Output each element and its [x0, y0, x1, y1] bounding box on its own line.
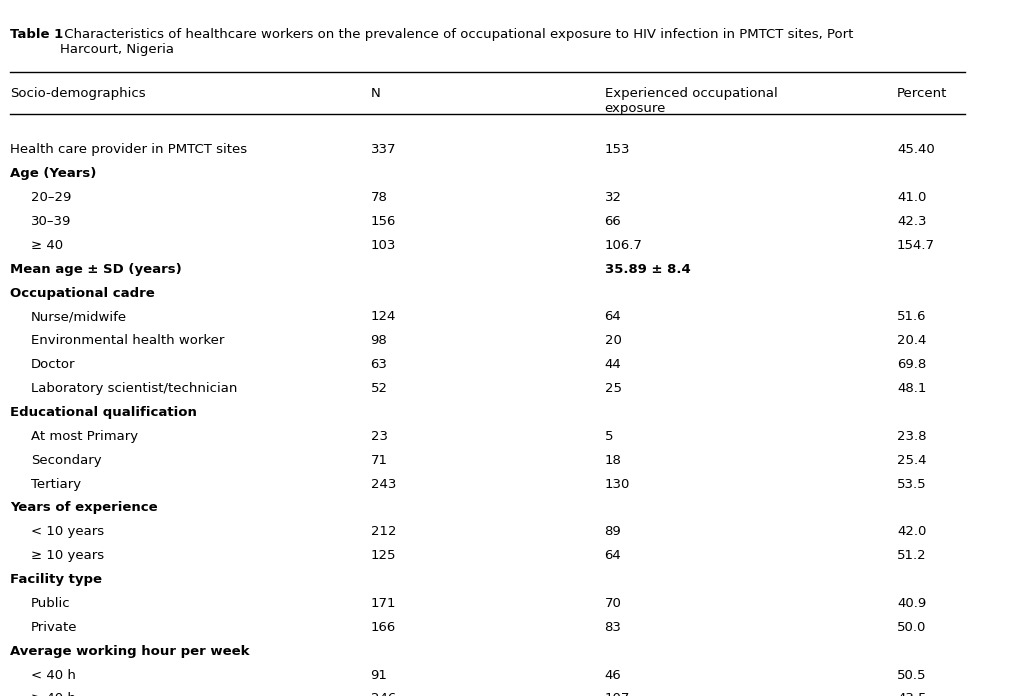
Text: At most Primary: At most Primary: [31, 430, 138, 443]
Text: Environmental health worker: Environmental health worker: [31, 334, 224, 347]
Text: 51.2: 51.2: [897, 549, 927, 562]
Text: Percent: Percent: [897, 87, 947, 100]
Text: Socio-demographics: Socio-demographics: [10, 87, 145, 100]
Text: 23: 23: [371, 430, 387, 443]
Text: 41.0: 41.0: [897, 191, 927, 204]
Text: Doctor: Doctor: [31, 358, 76, 371]
Text: 25.4: 25.4: [897, 454, 927, 466]
Text: 89: 89: [604, 525, 622, 538]
Text: 20–29: 20–29: [31, 191, 72, 204]
Text: 64: 64: [604, 549, 622, 562]
Text: 23.8: 23.8: [897, 430, 927, 443]
Text: Mean age ± SD (years): Mean age ± SD (years): [10, 262, 181, 276]
Text: Experienced occupational
exposure: Experienced occupational exposure: [604, 87, 777, 115]
Text: 103: 103: [371, 239, 396, 252]
Text: 154.7: 154.7: [897, 239, 935, 252]
Text: 48.1: 48.1: [897, 382, 927, 395]
Text: 42.3: 42.3: [897, 215, 927, 228]
Text: 50.5: 50.5: [897, 669, 927, 681]
Text: 35.89 ± 8.4: 35.89 ± 8.4: [604, 262, 690, 276]
Text: 18: 18: [604, 454, 622, 466]
Text: 51.6: 51.6: [897, 310, 927, 324]
Text: N: N: [371, 87, 380, 100]
Text: 25: 25: [604, 382, 622, 395]
Text: 153: 153: [604, 143, 630, 157]
Text: ≥ 40: ≥ 40: [31, 239, 63, 252]
Text: 83: 83: [604, 621, 622, 634]
Text: 20.4: 20.4: [897, 334, 927, 347]
Text: Table 1: Table 1: [10, 29, 63, 41]
Text: 166: 166: [371, 621, 395, 634]
Text: 66: 66: [604, 215, 622, 228]
Text: 63: 63: [371, 358, 387, 371]
Text: Laboratory scientist/technician: Laboratory scientist/technician: [31, 382, 238, 395]
Text: 91: 91: [371, 669, 387, 681]
Text: 337: 337: [371, 143, 396, 157]
Text: < 10 years: < 10 years: [31, 525, 104, 538]
Text: 70: 70: [604, 597, 622, 610]
Text: 78: 78: [371, 191, 387, 204]
Text: 98: 98: [371, 334, 387, 347]
Text: 64: 64: [604, 310, 622, 324]
Text: 53.5: 53.5: [897, 477, 927, 491]
Text: 171: 171: [371, 597, 396, 610]
Text: 42.0: 42.0: [897, 525, 927, 538]
Text: 71: 71: [371, 454, 387, 466]
Text: 46: 46: [604, 669, 622, 681]
Text: Tertiary: Tertiary: [31, 477, 81, 491]
Text: 130: 130: [604, 477, 630, 491]
Text: 69.8: 69.8: [897, 358, 927, 371]
Text: Health care provider in PMTCT sites: Health care provider in PMTCT sites: [10, 143, 247, 157]
Text: ≥ 40 h: ≥ 40 h: [31, 693, 76, 696]
Text: 125: 125: [371, 549, 396, 562]
Text: 43.5: 43.5: [897, 693, 927, 696]
Text: 52: 52: [371, 382, 387, 395]
Text: Private: Private: [31, 621, 78, 634]
Text: Secondary: Secondary: [31, 454, 101, 466]
Text: ≥ 10 years: ≥ 10 years: [31, 549, 104, 562]
Text: Age (Years): Age (Years): [10, 167, 96, 180]
Text: Nurse/midwife: Nurse/midwife: [31, 310, 127, 324]
Text: Years of experience: Years of experience: [10, 501, 158, 514]
Text: 44: 44: [604, 358, 622, 371]
Text: 212: 212: [371, 525, 396, 538]
Text: 124: 124: [371, 310, 396, 324]
Text: 156: 156: [371, 215, 396, 228]
Text: Public: Public: [31, 597, 71, 610]
Text: Average working hour per week: Average working hour per week: [10, 644, 249, 658]
Text: 20: 20: [604, 334, 622, 347]
Text: 5: 5: [604, 430, 613, 443]
Text: Facility type: Facility type: [10, 573, 101, 586]
Text: 246: 246: [371, 693, 395, 696]
Text: Characteristics of healthcare workers on the prevalence of occupational exposure: Characteristics of healthcare workers on…: [60, 29, 854, 56]
Text: 243: 243: [371, 477, 396, 491]
Text: 106.7: 106.7: [604, 239, 642, 252]
Text: 45.40: 45.40: [897, 143, 935, 157]
Text: 107: 107: [604, 693, 630, 696]
Text: 40.9: 40.9: [897, 597, 927, 610]
Text: 50.0: 50.0: [897, 621, 927, 634]
Text: Occupational cadre: Occupational cadre: [10, 287, 155, 299]
Text: Educational qualification: Educational qualification: [10, 406, 197, 419]
Text: 30–39: 30–39: [31, 215, 72, 228]
Text: < 40 h: < 40 h: [31, 669, 76, 681]
Text: 32: 32: [604, 191, 622, 204]
